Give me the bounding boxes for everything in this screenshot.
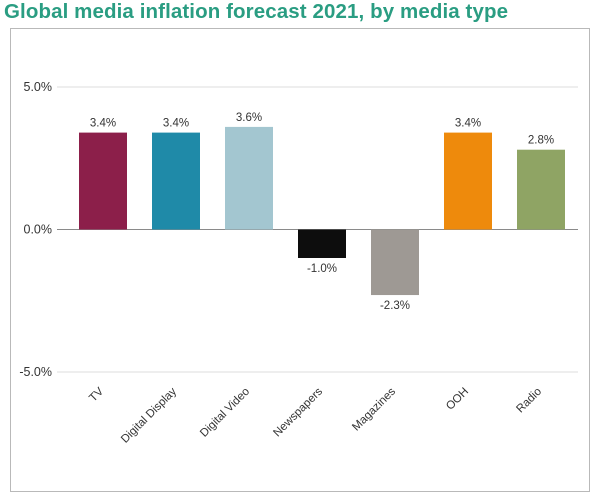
y-tick-labels: 5.0% 0.0% -5.0% — [19, 80, 52, 379]
category-label: Digital Video — [198, 386, 252, 440]
category-label: Magazines — [350, 385, 398, 433]
data-label: 3.4% — [90, 118, 116, 130]
y-tick-label: -5.0% — [19, 365, 52, 379]
bar-radio — [517, 149, 565, 230]
bars — [79, 126, 565, 296]
data-label: 3.4% — [455, 118, 481, 130]
data-label: -1.0% — [307, 263, 337, 275]
category-label: TV — [87, 385, 106, 404]
data-label: -2.3% — [380, 300, 410, 312]
bar-digital-display — [152, 132, 200, 230]
data-label: 3.4% — [163, 118, 189, 130]
bar-ooh — [444, 132, 492, 230]
y-tick-label: 5.0% — [24, 80, 53, 94]
data-label: 2.8% — [528, 135, 554, 147]
bar-magazines — [371, 229, 419, 296]
bar-digital-video — [225, 126, 273, 230]
category-label: Radio — [514, 386, 544, 416]
bar-newspapers — [298, 229, 346, 258]
bar-tv — [79, 132, 127, 230]
category-label: OOH — [444, 386, 471, 413]
category-label: Digital Display — [119, 385, 179, 445]
data-label: 3.6% — [236, 112, 262, 124]
y-tick-label: 0.0% — [24, 223, 53, 237]
data-labels: 3.4% 3.4% 3.6% -1.0% -2.3% 3.4% 2.8% — [90, 112, 554, 312]
category-label: Newspapers — [271, 385, 325, 439]
chart-frame — [10, 28, 590, 492]
chart-title: Global media inflation forecast 2021, by… — [4, 0, 509, 23]
category-labels: TV Digital Display Digital Video Newspapers… — [87, 385, 544, 445]
